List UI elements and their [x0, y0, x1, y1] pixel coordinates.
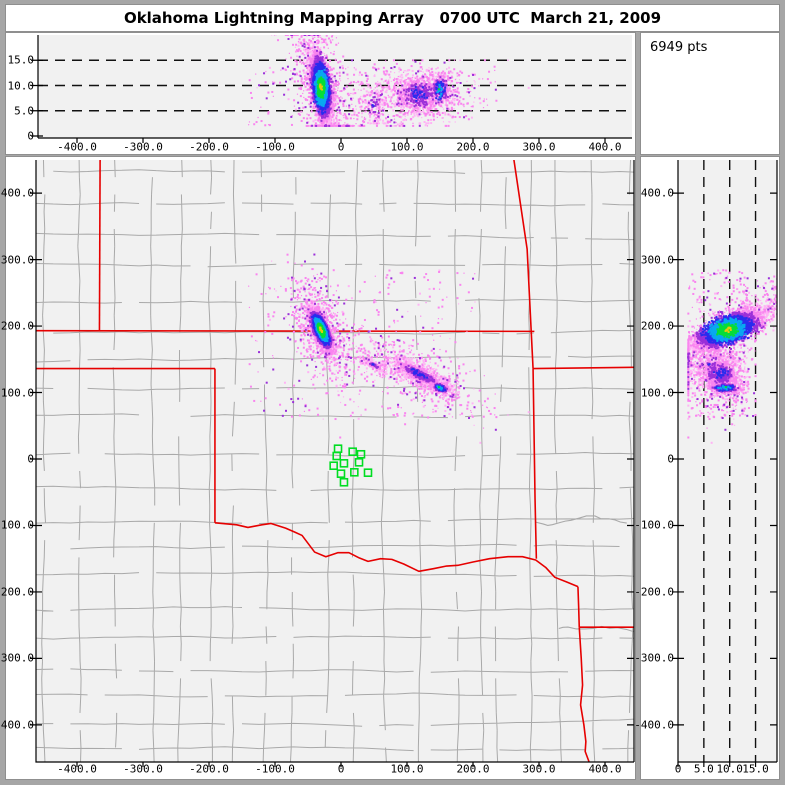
points-count-label: 6949 pts [650, 40, 708, 55]
ns-altitude-panel [641, 157, 779, 779]
ew-altitude-panel [6, 33, 635, 154]
points-count-box: 6949 pts [641, 33, 779, 154]
ew-altitude-canvas [6, 33, 635, 154]
plan-view-map-panel [6, 157, 635, 779]
title-bar: Oklahoma Lightning Mapping Array 0700 UT… [6, 5, 779, 31]
plan-view-map-canvas [6, 157, 635, 779]
ns-altitude-canvas [641, 157, 779, 779]
page-title: Oklahoma Lightning Mapping Array 0700 UT… [123, 9, 662, 27]
